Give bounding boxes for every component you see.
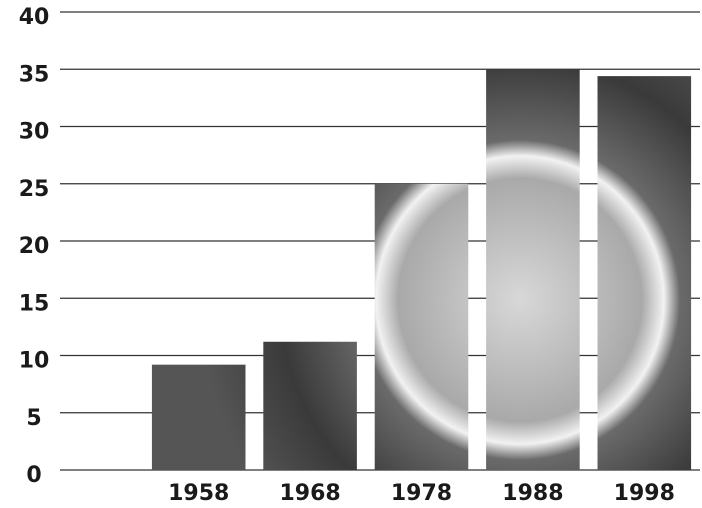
y-tick-label: 30 <box>19 120 50 145</box>
bar <box>597 76 692 471</box>
y-tick-label: 10 <box>19 349 50 374</box>
x-tick-label: 1958 <box>168 481 229 506</box>
y-tick-label: 25 <box>19 177 50 202</box>
x-tick-label: 1998 <box>614 481 675 506</box>
y-tick-label: 20 <box>19 234 50 259</box>
x-tick-label: 1968 <box>279 481 340 506</box>
x-tick-label: 1978 <box>391 481 452 506</box>
bar <box>374 183 469 470</box>
x-tick-label: 1988 <box>502 481 563 506</box>
bar <box>151 364 246 470</box>
bar <box>263 341 357 470</box>
y-tick-label: 0 <box>26 463 41 488</box>
bar <box>486 69 580 470</box>
y-tick-label: 40 <box>19 5 50 30</box>
y-tick-label: 15 <box>19 291 50 316</box>
y-tick-label: 35 <box>19 62 50 87</box>
y-tick-label: 5 <box>26 406 41 431</box>
